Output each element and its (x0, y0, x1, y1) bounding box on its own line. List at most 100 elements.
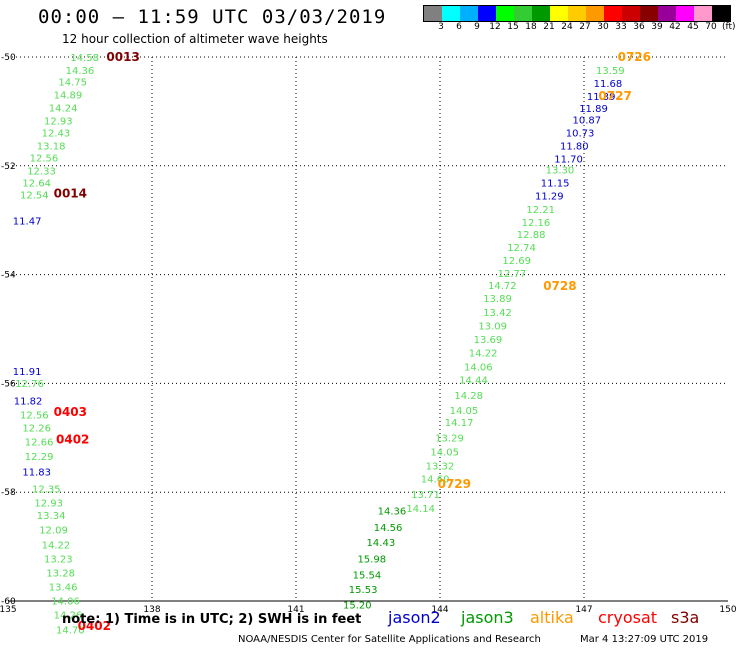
color-swatch (442, 6, 460, 21)
color-scale-tick: 27 (579, 22, 591, 32)
pass-time-label: 0727 (598, 89, 631, 103)
wave-height-label: 13.23 (44, 555, 73, 566)
wave-height-label: 14.60 (421, 475, 450, 486)
color-scale-tick: 6 (456, 22, 462, 32)
x-tick-label: 150 (719, 605, 736, 615)
wave-height-label: 13.28 (46, 569, 75, 580)
x-tick-label: 138 (143, 605, 160, 615)
color-scale-tick: 42 (669, 22, 681, 32)
wave-height-label: 13.09 (478, 322, 507, 333)
x-tick-label: 147 (575, 605, 592, 615)
wave-height-label: 14.72 (488, 281, 517, 292)
color-scale-tick: 9 (474, 22, 480, 32)
pass-time-label: 0402 (78, 619, 111, 633)
x-tick-label: 135 (0, 605, 17, 615)
color-swatch (514, 6, 532, 21)
color-scale-bar (423, 5, 731, 22)
wave-height-label: 10.87 (572, 116, 601, 127)
wave-height-label: 14.44 (459, 376, 488, 387)
color-swatch (622, 6, 640, 21)
color-swatch (568, 6, 586, 21)
wave-height-label: 11.29 (535, 192, 564, 203)
wave-height-label: 15.54 (353, 570, 382, 581)
color-swatch (640, 6, 658, 21)
wave-height-label: 14.75 (58, 77, 87, 88)
y-tick-label: -60 (1, 597, 16, 607)
wave-height-label: 14.28 (454, 391, 483, 402)
wave-height-label: 13.30 (546, 166, 575, 177)
y-tick-label: -54 (1, 271, 16, 281)
wave-height-label: 11.39 (587, 92, 616, 103)
wave-height-label: 13.69 (474, 335, 503, 346)
color-scale-tick: 12 (489, 22, 501, 32)
wave-height-label: 13.18 (37, 142, 66, 153)
color-scale-tick: 15 (507, 22, 519, 32)
wave-height-label: 11.82 (14, 396, 43, 407)
wave-height-label: 14.22 (42, 540, 71, 551)
wave-height-label: 14.24 (49, 104, 78, 115)
color-swatch (676, 6, 694, 21)
pass-time-label: 0726 (618, 50, 651, 64)
wave-height-label: 15.20 (343, 600, 372, 611)
color-swatch (550, 6, 568, 21)
x-tick-label: 141 (287, 605, 304, 615)
color-swatch (532, 6, 550, 21)
wave-height-label: 14.36 (378, 507, 407, 518)
color-scale-tick: 33 (615, 22, 627, 32)
color-scale-tick: 36 (633, 22, 645, 32)
wave-height-label: 12.56 (20, 410, 49, 421)
wave-height-label: 13.89 (483, 294, 512, 305)
y-tick-label: -52 (1, 162, 16, 172)
wave-height-label: 11.70 (554, 155, 583, 166)
wave-height-label: 12.64 (22, 179, 51, 190)
wave-height-label: 12.66 (25, 438, 54, 449)
wave-height-label: 13.46 (49, 582, 78, 593)
wave-height-label: 14.26 (54, 611, 83, 622)
wave-height-label: 12.26 (22, 423, 51, 434)
wave-height-label: 11.89 (579, 104, 608, 115)
wave-height-label: 15.98 (357, 555, 386, 566)
wave-height-label: 14.06 (464, 363, 493, 374)
wave-height-label: 13.59 (596, 66, 625, 77)
wave-height-label: 12.54 (20, 191, 49, 202)
wave-height-label: 12.33 (27, 167, 56, 178)
wave-height-label: 12.29 (25, 452, 54, 463)
y-tick-label: -50 (1, 53, 16, 63)
wave-height-label: 12.74 (507, 243, 536, 254)
pass-time-label: 0402 (56, 432, 89, 446)
pass-time-label: 0013 (106, 50, 139, 64)
map-subtitle: 12 hour collection of altimeter wave hei… (62, 32, 328, 46)
wave-height-label: 14.43 (367, 538, 396, 549)
color-swatch (604, 6, 622, 21)
wave-height-label: 14.70 (56, 625, 85, 636)
pass-time-label: 0014 (54, 187, 87, 201)
wave-height-label: 13.42 (483, 308, 512, 319)
wave-height-label: 12.09 (39, 526, 68, 537)
color-swatch (460, 6, 478, 21)
color-swatch (478, 6, 496, 21)
wave-height-label: 12.93 (44, 117, 73, 128)
wave-height-label: 11.91 (13, 367, 42, 378)
wave-height-label: 11.80 (560, 142, 589, 153)
y-tick-label: -58 (1, 488, 16, 498)
wave-height-label: 12.88 (517, 230, 546, 241)
wave-height-label: 14.17 (445, 418, 474, 429)
color-scale-unit: (ft) (722, 22, 736, 32)
y-tick-label: -56 (1, 379, 16, 389)
wave-height-label: 12.56 (30, 154, 59, 165)
wave-height-label: 14.22 (469, 348, 498, 359)
satellite-legend-altika: altika (530, 608, 574, 627)
color-swatch (586, 6, 604, 21)
wave-height-label: 11.47 (13, 217, 42, 228)
color-scale-tick: 18 (525, 22, 537, 32)
generation-timestamp: Mar 4 13:27:09 UTC 2019 (580, 634, 709, 645)
color-swatch (496, 6, 514, 21)
wave-height-label: 11.68 (594, 79, 623, 90)
pass-time-label: 0403 (54, 405, 87, 419)
wave-height-label: 14.05 (430, 447, 459, 458)
x-tick-label: 144 (431, 605, 448, 615)
color-scale-tick: 24 (561, 22, 573, 32)
wave-height-label: 14.56 (374, 523, 403, 534)
wave-height-label: 12.21 (526, 205, 555, 216)
